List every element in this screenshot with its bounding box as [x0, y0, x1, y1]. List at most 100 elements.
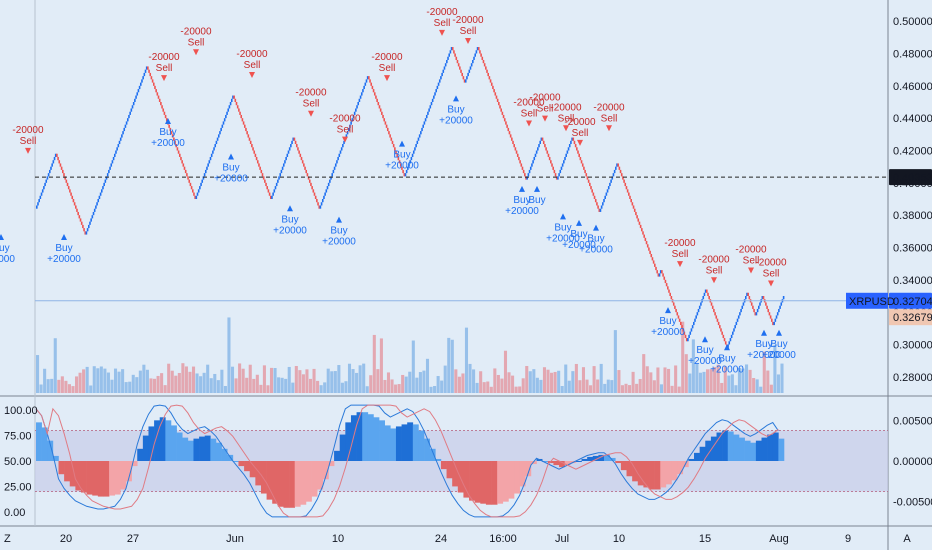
renko-brick-84: [135, 95, 137, 99]
histogram-bar-39: [255, 461, 262, 486]
renko-brick-25: [65, 179, 68, 183]
renko-brick-375: [479, 50, 481, 54]
volume-bar-186: [255, 374, 259, 393]
renko-brick-222: [298, 150, 300, 154]
renko-brick-209: [282, 163, 285, 167]
renko-brick-81: [131, 105, 134, 109]
renko-brick-574: [714, 312, 716, 316]
volume-bar-288: [376, 369, 380, 393]
renko-brick-314: [407, 166, 409, 170]
renko-brick-442: [558, 173, 560, 177]
renko-brick-110: [165, 118, 168, 122]
histogram-bar-9: [86, 461, 93, 495]
volume-bar-201: [273, 368, 277, 393]
renko-brick-200: [272, 192, 274, 196]
signal-amount: +20000: [651, 327, 685, 338]
buy-arrow-icon: [665, 307, 671, 314]
y-tick-label-2: 0.46000: [893, 81, 932, 93]
renko-brick-359: [460, 69, 462, 73]
histogram-bar-103: [615, 461, 622, 464]
renko-brick-312: [404, 173, 407, 177]
volume-bar-564: [702, 371, 706, 393]
renko-brick-322: [416, 140, 419, 145]
renko-brick-119: [176, 147, 179, 151]
renko-brick-306: [397, 156, 400, 161]
renko-brick-239: [318, 205, 321, 209]
renko-brick-74: [123, 127, 126, 132]
histogram-bar-64: [395, 426, 402, 461]
signal-label: Sell: [601, 113, 618, 124]
renko-brick-46: [90, 218, 92, 222]
volume-bar-315: [408, 371, 412, 393]
renko-brick-581: [722, 334, 725, 339]
stoch-d-line: [35, 404, 779, 518]
volume-bar-585: [727, 375, 731, 393]
buy-signal-4: Buy+20000: [151, 117, 185, 149]
renko-brick-226: [303, 163, 305, 167]
y-tick-label-11: 0.28000: [893, 372, 932, 384]
renko-brick-350: [449, 50, 452, 54]
renko-brick-423: [535, 150, 538, 154]
renko-brick-17: [56, 153, 58, 157]
renko-brick-405: [514, 147, 517, 151]
volume-bar-618: [766, 370, 770, 393]
volume-bar-135: [195, 373, 199, 393]
renko-brick-53: [98, 195, 101, 199]
volume-bar-93: [145, 369, 149, 393]
signal-label: Buy: [755, 339, 772, 350]
volume-bar-282: [369, 375, 373, 393]
renko-brick-441: [557, 176, 559, 180]
renko-brick-51: [96, 202, 98, 206]
volume-bar-417: [528, 371, 532, 393]
renko-brick-178: [246, 131, 248, 135]
histogram-bar-93: [559, 461, 565, 468]
buy-arrow-icon: [576, 219, 582, 226]
histogram-bar-14: [114, 461, 121, 495]
volume-bar-387: [493, 368, 497, 393]
y-tick-label-6: 0.38000: [893, 210, 932, 222]
renko-brick-272: [357, 102, 360, 106]
renko-brick-41: [84, 231, 87, 235]
volume-bar-594: [737, 368, 741, 393]
renko-brick-205: [278, 176, 280, 180]
renko-brick-467: [587, 179, 590, 183]
renko-brick-33: [74, 205, 77, 209]
renko-brick-11: [48, 169, 51, 174]
renko-brick-331: [427, 111, 429, 115]
renko-brick-460: [579, 156, 582, 161]
renko-brick-573: [713, 308, 715, 313]
renko-brick-341: [438, 79, 441, 83]
y-tick-label-3: 0.44000: [893, 113, 932, 125]
volume-bar-147: [209, 378, 213, 393]
volume-bar-120: [177, 372, 181, 393]
renko-brick-233: [311, 186, 313, 190]
histogram-bar-48: [305, 461, 312, 502]
renko-brick-347: [446, 59, 448, 64]
renko-brick-475: [597, 205, 599, 209]
buy-arrow-icon: [702, 336, 708, 343]
signal-amount: +20000: [747, 350, 781, 361]
renko-brick-201: [273, 189, 276, 193]
renko-brick-328: [423, 121, 426, 125]
renko-brick-164: [229, 102, 232, 106]
renko-brick-85: [136, 92, 139, 96]
renko-brick-558: [695, 315, 697, 319]
renko-brick-417: [528, 169, 531, 174]
volume-bar-51: [96, 368, 100, 393]
renko-brick-319: [412, 150, 415, 154]
renko-brick-533: [665, 283, 668, 287]
volume-bar-462: [581, 367, 586, 393]
renko-brick-365: [467, 72, 469, 77]
renko-brick-357: [457, 63, 460, 67]
signal-amount: +20000: [273, 225, 307, 236]
renko-brick-385: [490, 82, 493, 86]
renko-brick-133: [193, 192, 195, 196]
volume-bar-117: [174, 375, 178, 393]
renko-brick-257: [339, 150, 342, 154]
buy-arrow-icon: [560, 213, 566, 220]
renko-brick-495: [620, 173, 623, 177]
signal-amount: +20000: [505, 206, 539, 217]
histogram-bar-75: [457, 461, 464, 493]
